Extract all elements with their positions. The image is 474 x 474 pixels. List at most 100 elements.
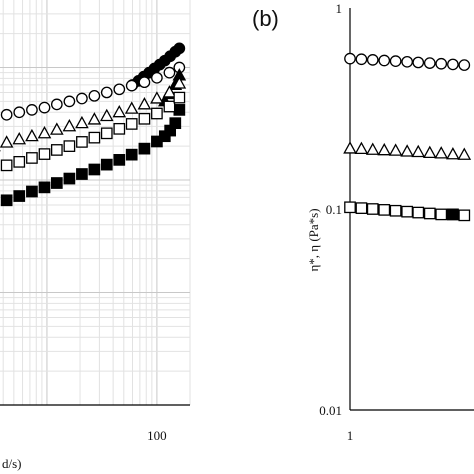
data-point-square-filled: [50, 177, 63, 189]
data-point-circle-open: [447, 58, 459, 71]
data-point-square-open: [412, 206, 425, 219]
data-point-square-filled: [13, 190, 26, 202]
data-point-square-open: [138, 112, 151, 125]
data-point-triangle-open: [411, 144, 426, 158]
data-point-square-filled: [173, 104, 186, 116]
panel-a-tick-labels: 100: [147, 428, 167, 443]
data-point-square-open: [113, 122, 126, 135]
data-point-square-open: [173, 91, 186, 104]
data-point-circle-open: [378, 54, 391, 67]
data-point-square-open: [423, 207, 436, 220]
data-point-square-filled: [138, 142, 151, 155]
data-point-circle-open: [458, 59, 471, 71]
data-point-square-open: [125, 118, 138, 130]
y-tick-label: 0.01: [319, 403, 342, 418]
data-point-triangle-open: [354, 141, 369, 155]
data-point-circle-open: [26, 104, 38, 116]
data-point-triangle-open: [50, 122, 64, 135]
data-point-square-open: [401, 205, 414, 218]
x-tick-label: 100: [147, 428, 167, 443]
x-tick-label: 1: [347, 428, 354, 443]
panel-b-markers: [343, 52, 472, 222]
panel-b-chart: 1 0.1 0.01 1 η*, η (Pa*s) (b): [252, 1, 474, 443]
data-point-square-open: [88, 131, 101, 144]
data-point-circle-open: [366, 54, 379, 66]
data-point-square-open: [389, 204, 402, 217]
data-point-circle-open: [138, 76, 151, 89]
data-point-triangle-open: [400, 144, 414, 157]
panel-b-tick-labels: 1 0.1 0.01 1: [319, 1, 353, 443]
data-point-square-filled: [113, 154, 126, 166]
data-point-circle-open: [163, 66, 176, 79]
data-point-circle-open: [401, 55, 414, 68]
data-point-square-open: [26, 152, 38, 164]
data-point-triangle-open: [87, 112, 102, 125]
data-point-square-filled: [169, 117, 182, 130]
data-point-triangle-open: [62, 118, 77, 132]
data-point-triangle-open: [162, 85, 177, 98]
data-point-triangle-open: [422, 145, 437, 159]
data-point-square-open: [0, 159, 13, 172]
data-point-square-open: [366, 203, 379, 215]
data-point-square-filled: [0, 194, 13, 207]
data-point-circle-open: [38, 101, 51, 114]
data-point-square-open: [378, 204, 391, 216]
data-point-circle-open: [113, 83, 126, 96]
data-point-triangle-open: [377, 142, 392, 156]
panel-b-y-axis-title: η*, η (Pa*s): [306, 208, 321, 271]
data-point-triangle-open: [37, 125, 52, 139]
data-point-square-filled: [125, 148, 138, 161]
data-point-square-open: [13, 155, 26, 168]
data-point-triangle-open: [365, 142, 380, 155]
data-point-triangle-open: [343, 141, 357, 154]
data-point-square-open: [76, 136, 88, 148]
data-point-triangle-open: [434, 146, 449, 159]
data-point-circle-open: [0, 108, 13, 121]
data-point-square-open: [151, 107, 163, 120]
data-point-circle-open: [151, 71, 163, 84]
data-point-square-open: [355, 202, 368, 214]
data-point-circle-open: [125, 79, 138, 92]
data-point-circle-filled: [173, 42, 186, 55]
data-point-circle-open: [423, 57, 436, 69]
data-point-circle-open: [344, 52, 356, 65]
panel-a-chart: 100 d/s): [0, 0, 191, 471]
data-point-triangle-open: [137, 97, 152, 110]
data-point-circle-open: [412, 56, 425, 69]
data-point-triangle-open: [112, 104, 127, 118]
data-point-triangle-open: [150, 91, 164, 104]
data-point-circle-open: [435, 57, 448, 70]
data-point-circle-open: [100, 86, 113, 99]
data-point-circle-open: [13, 106, 26, 119]
data-point-triangle-open: [124, 101, 139, 114]
data-point-square-filled: [38, 181, 51, 194]
data-point-circle-open: [50, 98, 63, 111]
data-point-circle-open: [88, 89, 101, 102]
panel-b-label: (b): [252, 6, 279, 31]
data-point-triangle-open: [25, 128, 39, 142]
data-point-triangle-open: [446, 147, 460, 160]
data-point-square-filled: [63, 172, 76, 185]
data-point-square-filled: [76, 168, 88, 180]
data-point-square-open: [63, 140, 76, 152]
data-point-circle-open: [389, 55, 402, 67]
data-point-square-filled: [100, 158, 113, 171]
data-point-square-open: [100, 127, 113, 140]
data-point-square-open: [435, 208, 448, 221]
y-tick-label: 1: [336, 1, 343, 16]
data-point-square-filled: [26, 185, 38, 198]
data-point-square-open: [163, 100, 176, 113]
data-point-square-filled: [88, 163, 101, 176]
data-point-triangle-open: [99, 108, 114, 122]
data-point-triangle-open: [172, 76, 187, 89]
data-point-square-filled: [447, 208, 459, 221]
data-point-triangle-open: [457, 147, 472, 160]
data-point-square-open: [38, 148, 51, 160]
y-tick-label: 0.1: [326, 202, 342, 217]
data-point-triangle-open: [388, 143, 403, 156]
data-point-circle-open: [63, 95, 76, 108]
panel-a-x-axis-title: d/s): [2, 456, 22, 471]
data-point-square-open: [50, 144, 63, 156]
panel-a-markers: [0, 42, 187, 207]
